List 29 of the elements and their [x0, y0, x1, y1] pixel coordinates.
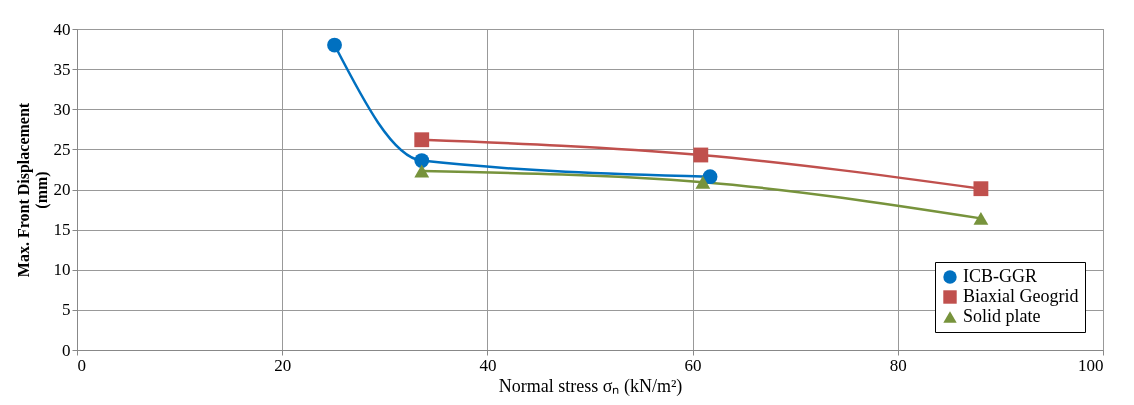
point — [327, 37, 342, 53]
y-tick-label: 0 — [62, 340, 71, 360]
y-tick-label: 20 — [53, 180, 71, 199]
point — [693, 147, 709, 163]
y-tick-label: 10 — [53, 260, 71, 280]
y-tick-label: 35 — [53, 59, 71, 79]
legend-label: Solid plate — [963, 306, 1041, 326]
y-tick-label: 25 — [53, 139, 71, 159]
point — [414, 153, 430, 169]
x-tick-label: 80 — [889, 355, 907, 375]
point — [973, 181, 989, 197]
point — [973, 211, 989, 225]
point — [702, 169, 718, 185]
y-tick-label: 15 — [53, 220, 71, 240]
x-tick-label: 20 — [274, 355, 292, 375]
point — [414, 164, 430, 178]
point — [695, 175, 711, 189]
x-tick-label: 100 — [1078, 355, 1104, 375]
y-axis-title: Max. Front Displacement (mm) — [14, 102, 51, 278]
x-tick-label: 0 — [77, 355, 86, 375]
x-axis-title: Normal stress σₙ (kN/m²) — [498, 375, 683, 397]
legend-label: Biaxial Geogrid — [963, 286, 1079, 306]
y-tick-label: 30 — [53, 99, 71, 119]
y-tick-label: 40 — [53, 19, 71, 39]
x-tick-label: 40 — [479, 355, 497, 375]
x-tick-label: 60 — [684, 355, 702, 375]
point — [414, 132, 430, 148]
legend-label: ICB-GGR — [963, 266, 1038, 286]
y-tick-label: 5 — [62, 300, 71, 320]
